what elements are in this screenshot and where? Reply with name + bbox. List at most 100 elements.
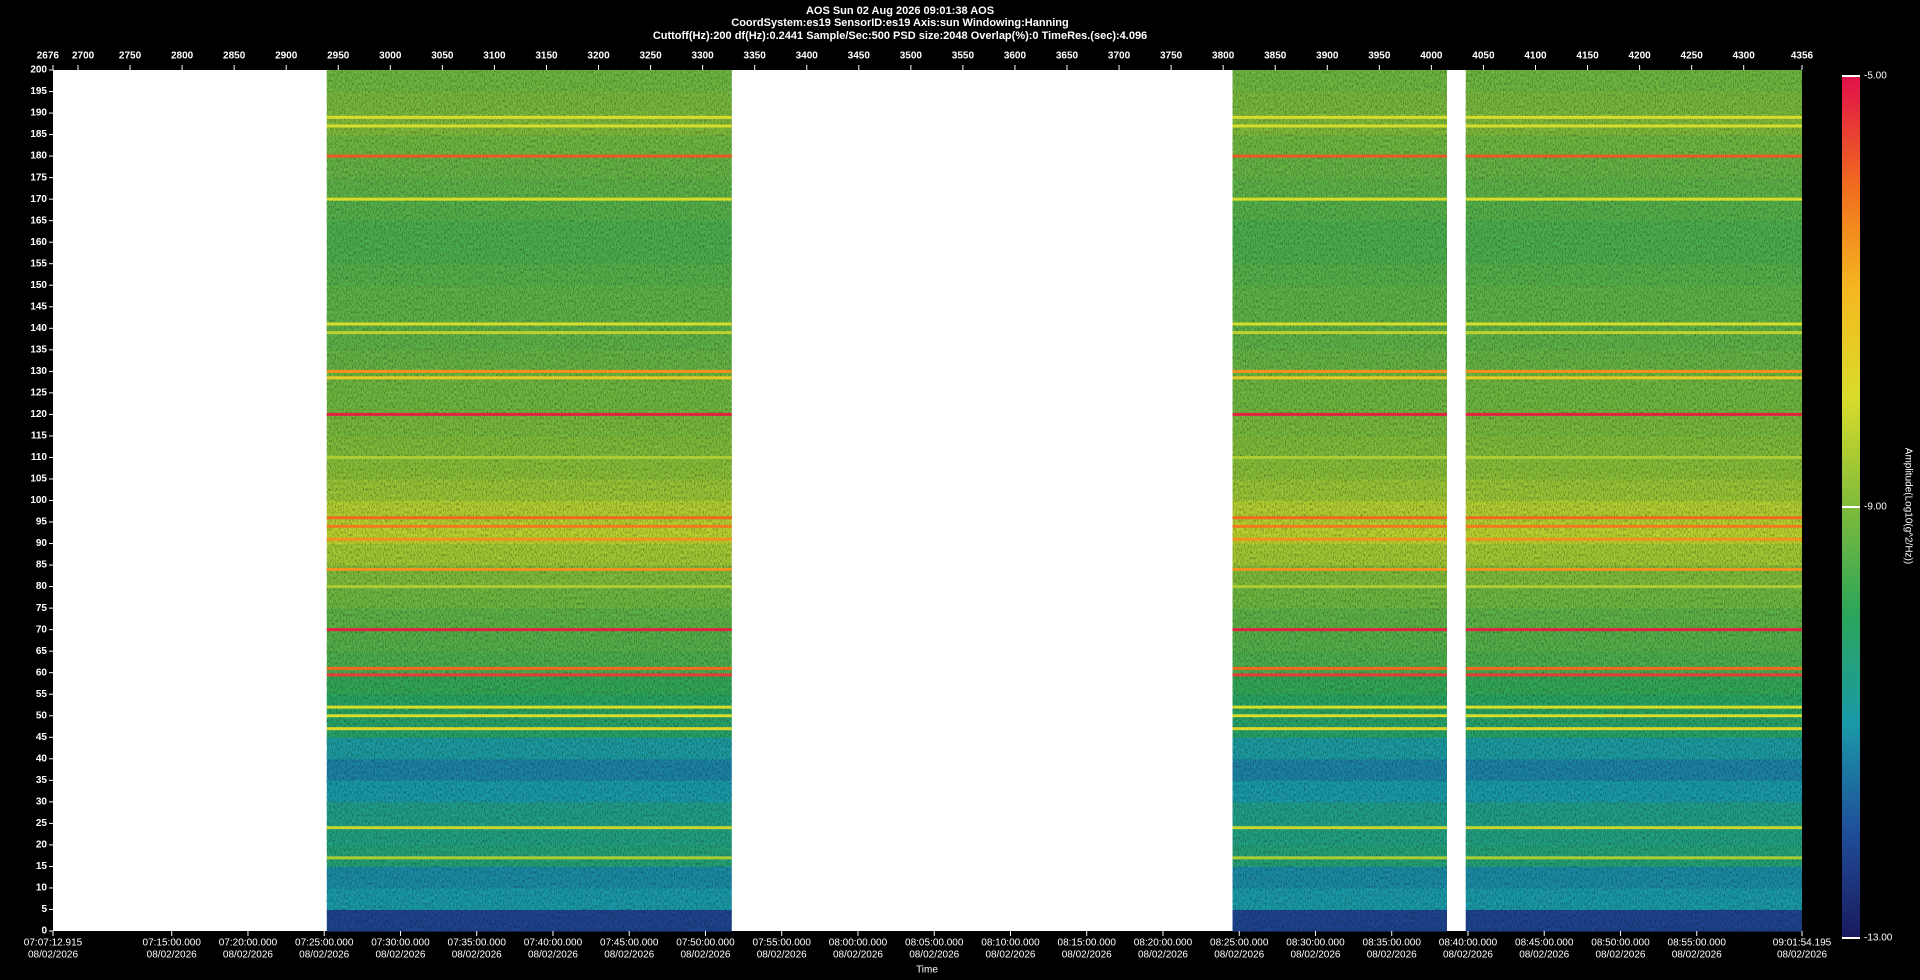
spectral-line [1232,666,1447,670]
spectral-line [326,455,732,459]
y-tick-label: 115 [31,431,48,442]
x2-tick-label: 08:40:00.000 [1439,938,1498,949]
spectral-line [326,705,732,709]
spectral-line [1465,673,1802,677]
spectral-line [326,666,732,670]
y-tick-label: 75 [36,603,48,614]
x2-tick-date: 08/02/2026 [985,950,1035,961]
spectral-line [1465,524,1802,528]
x-tick-label: 2800 [171,51,194,62]
y-tick-label: 50 [36,710,48,721]
x-tick-label: 3400 [796,51,819,62]
y-tick-label: 175 [30,172,47,183]
spectral-line [326,412,732,416]
x2-tick-date: 08/02/2026 [1519,950,1569,961]
spectral-line [1232,376,1447,380]
spectral-line [1465,537,1802,541]
spectral-line [326,628,732,632]
y-tick-label: 200 [30,65,47,76]
x2-tick-label: 07:45:00.000 [600,938,659,949]
x2-tick-label: 07:55:00.000 [753,938,812,949]
x2-tick-date: 08/02/2026 [1062,950,1112,961]
noise-texture [326,70,732,931]
y-tick-label: 135 [30,344,47,355]
spectral-line [326,369,732,373]
spectral-line [326,322,732,326]
x2-tick-date: 08/02/2026 [299,950,349,961]
spectral-line [1232,705,1447,709]
spectrogram-block [1465,70,1802,932]
spectral-line [326,856,732,860]
y-tick-label: 125 [30,388,47,399]
spectral-line [1465,727,1802,731]
x-tick-label: 4356 [1791,51,1814,62]
y-tick-label: 35 [36,775,48,786]
y-tick-label: 150 [30,280,47,291]
spectral-line [1465,628,1802,632]
x-tick-label: 3800 [1212,51,1235,62]
x2-tick-label: 08:55:00.000 [1668,938,1727,949]
spectral-line [326,197,732,201]
spectral-line [1465,197,1802,201]
colorbar-tick-label: -5.00 [1864,71,1887,82]
y-tick-label: 0 [41,926,47,937]
y-tick-label: 55 [36,689,48,700]
spectral-line [1232,567,1447,571]
x-tick-label: 2900 [275,51,298,62]
x2-tick-date: 08/02/2026 [1214,950,1264,961]
spectral-line [1465,455,1802,459]
spectral-line [326,115,732,119]
x2-tick-label: 08:45:00.000 [1515,938,1574,949]
y-tick-label: 65 [36,646,48,657]
x-tick-label: 4050 [1472,51,1495,62]
x-tick-label: 3900 [1316,51,1339,62]
spectral-line [1465,856,1802,860]
x2-tick-date: 08/02/2026 [680,950,730,961]
spectral-line [326,537,732,541]
x-tick-label: 3500 [900,51,923,62]
x2-tick-label: 07:35:00.000 [448,938,507,949]
colorbar-tick-label: -13.00 [1864,933,1893,944]
spectral-line [326,376,732,380]
spectral-line [1232,585,1447,589]
x2-tick-label: 07:15:00.000 [143,938,202,949]
x2-tick-date: 08/02/2026 [28,950,78,961]
x2-tick-label: 08:30:00.000 [1286,938,1345,949]
x2-tick-label: 07:07:12.915 [24,938,83,949]
spectral-line [1465,826,1802,830]
spectral-line [326,727,732,731]
x-tick-label: 3000 [379,51,402,62]
y-tick-label: 110 [31,452,48,463]
spectral-line [1465,705,1802,709]
x2-tick-label: 09:01:54.195 [1773,938,1832,949]
x-tick-label: 3700 [1108,51,1131,62]
x2-tick-date: 08/02/2026 [909,950,959,961]
spectrogram-block [1232,70,1447,932]
x2-tick-date: 08/02/2026 [1290,950,1340,961]
spectral-line [1232,524,1447,528]
x2-tick-date: 08/02/2026 [147,950,197,961]
y-tick-label: 190 [30,108,47,119]
y-tick-label: 120 [30,409,47,420]
spectral-line [1465,376,1802,380]
x-tick-label: 3200 [587,51,610,62]
y-tick-label: 10 [36,883,48,894]
noise-texture [1465,70,1802,931]
spectral-line [1232,856,1447,860]
x-tick-label: 3100 [483,51,506,62]
spectral-line [1232,115,1447,119]
x2-tick-label: 07:40:00.000 [524,938,583,949]
spectral-line [326,826,732,830]
x-tick-label: 3150 [535,51,558,62]
x2-axis-label: Time [916,965,938,976]
spectral-line [1232,673,1447,677]
spectral-line [1232,455,1447,459]
noise-texture [1232,70,1447,931]
spectral-line [1232,124,1447,128]
x-tick-label: 3450 [848,51,871,62]
x-tick-label: 4200 [1628,51,1651,62]
spectral-line [326,124,732,128]
y-tick-label: 5 [41,904,47,915]
